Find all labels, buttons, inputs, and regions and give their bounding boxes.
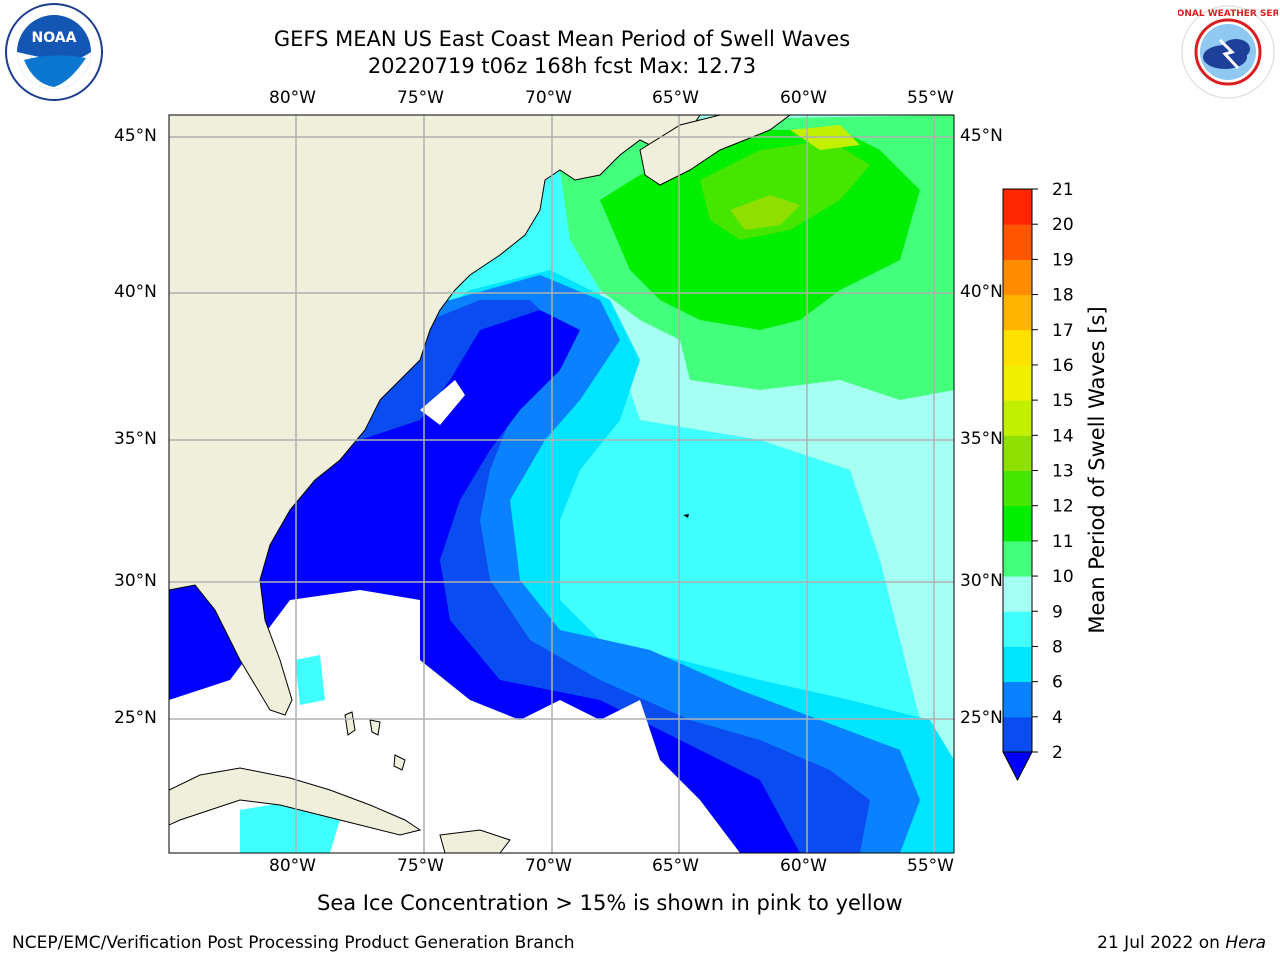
lon-label-top: 55°W — [907, 88, 954, 108]
lon-label-bottom: 55°W — [907, 856, 954, 876]
land-nova-scotia — [639, 115, 791, 186]
lat-label-right: 25°N — [960, 708, 1003, 728]
footer-date-text: 21 Jul 2022 on — [1097, 933, 1226, 953]
lon-label-top: 60°W — [780, 88, 827, 108]
nws-logo: NATIONAL WEATHER SERVICE — [1178, 5, 1278, 99]
lat-label-left: 35°N — [114, 429, 157, 449]
colorbar-tick-label: 10 — [1052, 567, 1074, 587]
lat-label-right: 35°N — [960, 429, 1003, 449]
colorbar-tick-label: 2 — [1052, 743, 1063, 763]
map-title: GEFS MEAN US East Coast Mean Period of S… — [273, 27, 851, 51]
map-frame — [168, 114, 955, 854]
colorbar-segment — [1003, 189, 1032, 225]
colorbar-tick-label: 20 — [1052, 215, 1074, 235]
colorbar-tick-label: 9 — [1052, 602, 1063, 622]
colorbar-segment — [1003, 294, 1032, 331]
colorbar-extend-arrow — [1002, 751, 1033, 782]
colorbar-tick-label: 21 — [1052, 180, 1074, 200]
lat-label-right: 40°N — [960, 282, 1003, 302]
lon-label-bottom: 75°W — [397, 856, 444, 876]
colorbar-tick-label: 18 — [1052, 286, 1074, 306]
masked-region-b — [420, 380, 465, 425]
lat-label-left: 40°N — [114, 282, 157, 302]
colorbar-segment — [1003, 505, 1032, 542]
lon-label-bottom: 70°W — [525, 856, 572, 876]
colorbar-tick-label: 16 — [1052, 356, 1074, 376]
lat-label-left: 45°N — [114, 126, 157, 146]
colorbar-label: Mean Period of Swell Waves [s] — [1085, 306, 1109, 634]
lon-label-top: 65°W — [652, 88, 699, 108]
map-subtitle: 20220719 t06z 168h fcst Max: 12.73 — [367, 54, 757, 78]
colorbar-segment — [1003, 681, 1032, 718]
colorbar-segment — [1003, 224, 1032, 260]
lat-label-right: 45°N — [960, 126, 1003, 146]
colorbar-segment — [1003, 540, 1032, 577]
land-hispaniola — [439, 829, 511, 853]
footer-host: Hera — [1225, 933, 1266, 953]
lat-label-right: 30°N — [960, 571, 1003, 591]
colorbar: 2 4 6 8 9 10 11 12 13 14 15 16 17 18 19 20 21 — [1002, 180, 1074, 782]
colorbar-segment — [1003, 435, 1032, 471]
island-bermuda — [683, 514, 689, 518]
footer-credit: NCEP/EMC/Verification Post Processing Pr… — [12, 933, 575, 953]
colorbar-tick-label: 8 — [1052, 637, 1063, 657]
swell-zone-12-13 — [730, 195, 800, 230]
colorbar-segment — [1003, 329, 1032, 366]
colorbar-tick-label: 19 — [1052, 250, 1074, 270]
land-cuba — [169, 767, 422, 836]
colorbar-tick-label: 4 — [1052, 708, 1063, 728]
colorbar-tick-label: 13 — [1052, 462, 1074, 482]
footer-date: 21 Jul 2022 on Hera — [1097, 933, 1266, 953]
colorbar-tick-label: 6 — [1052, 673, 1063, 693]
colorbar-segment — [1003, 259, 1032, 296]
colorbar-tick-label: 12 — [1052, 497, 1074, 517]
colorbar-segment — [1003, 716, 1032, 753]
map-graticule — [169, 115, 954, 853]
lat-label-left: 30°N — [114, 571, 157, 591]
island-bahamas-2 — [369, 719, 381, 736]
colorbar-segment — [1003, 646, 1032, 683]
colorbar-tick-label: 17 — [1052, 321, 1074, 341]
lon-label-top: 75°W — [397, 88, 444, 108]
lon-label-top: 70°W — [525, 88, 572, 108]
lon-label-bottom: 65°W — [652, 856, 699, 876]
map-fields — [169, 115, 954, 853]
lon-label-top: 80°W — [269, 88, 316, 108]
lon-label-bottom: 80°W — [269, 856, 316, 876]
colorbar-segment — [1003, 470, 1032, 507]
swell-patch-cyan-b — [295, 655, 325, 705]
lat-label-left: 25°N — [114, 708, 157, 728]
colorbar-tick-label: 11 — [1052, 532, 1074, 552]
colorbar-segment — [1003, 400, 1032, 436]
colorbar-tick-label: 15 — [1052, 391, 1074, 411]
colorbar-segment — [1003, 364, 1032, 401]
island-bahamas-1 — [344, 711, 356, 736]
noaa-logo: NOAA — [5, 3, 103, 101]
colorbar-segment — [1003, 611, 1032, 647]
nws-logo-text: NATIONAL WEATHER SERVICE — [1178, 9, 1278, 19]
land-north-america — [169, 115, 701, 716]
sea-ice-note: Sea Ice Concentration > 15% is shown in … — [317, 891, 903, 915]
noaa-logo-text: NOAA — [32, 30, 77, 46]
lon-label-bottom: 60°W — [780, 856, 827, 876]
colorbar-tick-label: 14 — [1052, 426, 1074, 446]
colorbar-segment — [1003, 576, 1032, 612]
island-bahamas-3 — [393, 754, 406, 771]
